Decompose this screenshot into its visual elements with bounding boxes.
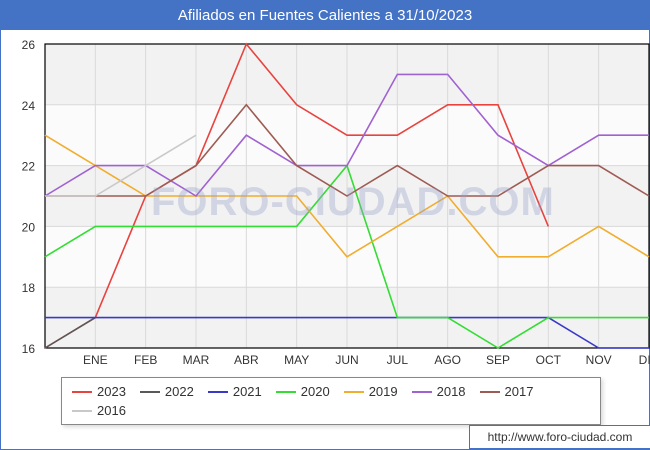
legend-swatch-2022 bbox=[140, 391, 160, 393]
legend-item-2018: 2018 bbox=[412, 384, 466, 399]
legend-label-2020: 2020 bbox=[301, 384, 330, 399]
svg-text:AGO: AGO bbox=[434, 353, 461, 367]
legend-item-2023: 2023 bbox=[72, 384, 126, 399]
svg-text:JUN: JUN bbox=[335, 353, 358, 367]
svg-text:SEP: SEP bbox=[486, 353, 510, 367]
svg-text:26: 26 bbox=[22, 38, 36, 52]
chart-plot-area: FORO-CIUDAD.COM 16 18 20 22 24 26 ENE FEB MAR ABR… bbox=[1, 30, 650, 370]
legend-swatch-2018 bbox=[412, 391, 432, 393]
legend-label-2022: 2022 bbox=[165, 384, 194, 399]
footer-url-box: http://www.foro-ciudad.com bbox=[469, 425, 650, 449]
legend-item-2021: 2021 bbox=[208, 384, 262, 399]
svg-text:OCT: OCT bbox=[536, 353, 562, 367]
legend-label-2016: 2016 bbox=[97, 403, 126, 418]
legend-label-2018: 2018 bbox=[437, 384, 466, 399]
svg-text:ENE: ENE bbox=[83, 353, 108, 367]
legend-item-2022: 2022 bbox=[140, 384, 194, 399]
svg-text:MAY: MAY bbox=[284, 353, 309, 367]
legend-swatch-2021 bbox=[208, 391, 228, 393]
svg-text:18: 18 bbox=[22, 281, 36, 295]
legend-item-2016: 2016 bbox=[72, 403, 126, 418]
svg-text:24: 24 bbox=[22, 99, 36, 113]
svg-text:MAR: MAR bbox=[183, 353, 210, 367]
legend-swatch-2020 bbox=[276, 391, 296, 393]
svg-text:DIC: DIC bbox=[639, 353, 650, 367]
legend-item-2020: 2020 bbox=[276, 384, 330, 399]
chart-title-bar: Afiliados en Fuentes Calientes a 31/10/2… bbox=[1, 1, 649, 30]
legend-label-2021: 2021 bbox=[233, 384, 262, 399]
legend-label-2017: 2017 bbox=[505, 384, 534, 399]
svg-text:ABR: ABR bbox=[234, 353, 259, 367]
legend-swatch-2017 bbox=[480, 391, 500, 393]
svg-text:22: 22 bbox=[22, 160, 36, 174]
svg-text:NOV: NOV bbox=[586, 353, 612, 367]
legend-label-2019: 2019 bbox=[369, 384, 398, 399]
line-chart-svg: 16 18 20 22 24 26 ENE FEB MAR ABR MAY JUN JUL AGO SEP O… bbox=[1, 30, 650, 370]
chart-window: Afiliados en Fuentes Calientes a 31/10/2… bbox=[0, 0, 650, 450]
svg-text:FEB: FEB bbox=[134, 353, 157, 367]
legend-label-2023: 2023 bbox=[97, 384, 126, 399]
legend-swatch-2016 bbox=[72, 410, 92, 412]
chart-legend: 2023 2022 2021 2020 2019 2018 2017 2016 bbox=[61, 377, 601, 425]
legend-swatch-2023 bbox=[72, 391, 92, 393]
legend-item-2017: 2017 bbox=[480, 384, 534, 399]
svg-text:JUL: JUL bbox=[387, 353, 409, 367]
legend-swatch-2019 bbox=[344, 391, 364, 393]
chart-title-text: Afiliados en Fuentes Calientes a 31/10/2… bbox=[178, 7, 472, 24]
legend-item-2019: 2019 bbox=[344, 384, 398, 399]
svg-text:16: 16 bbox=[22, 342, 36, 356]
svg-text:20: 20 bbox=[22, 220, 36, 234]
